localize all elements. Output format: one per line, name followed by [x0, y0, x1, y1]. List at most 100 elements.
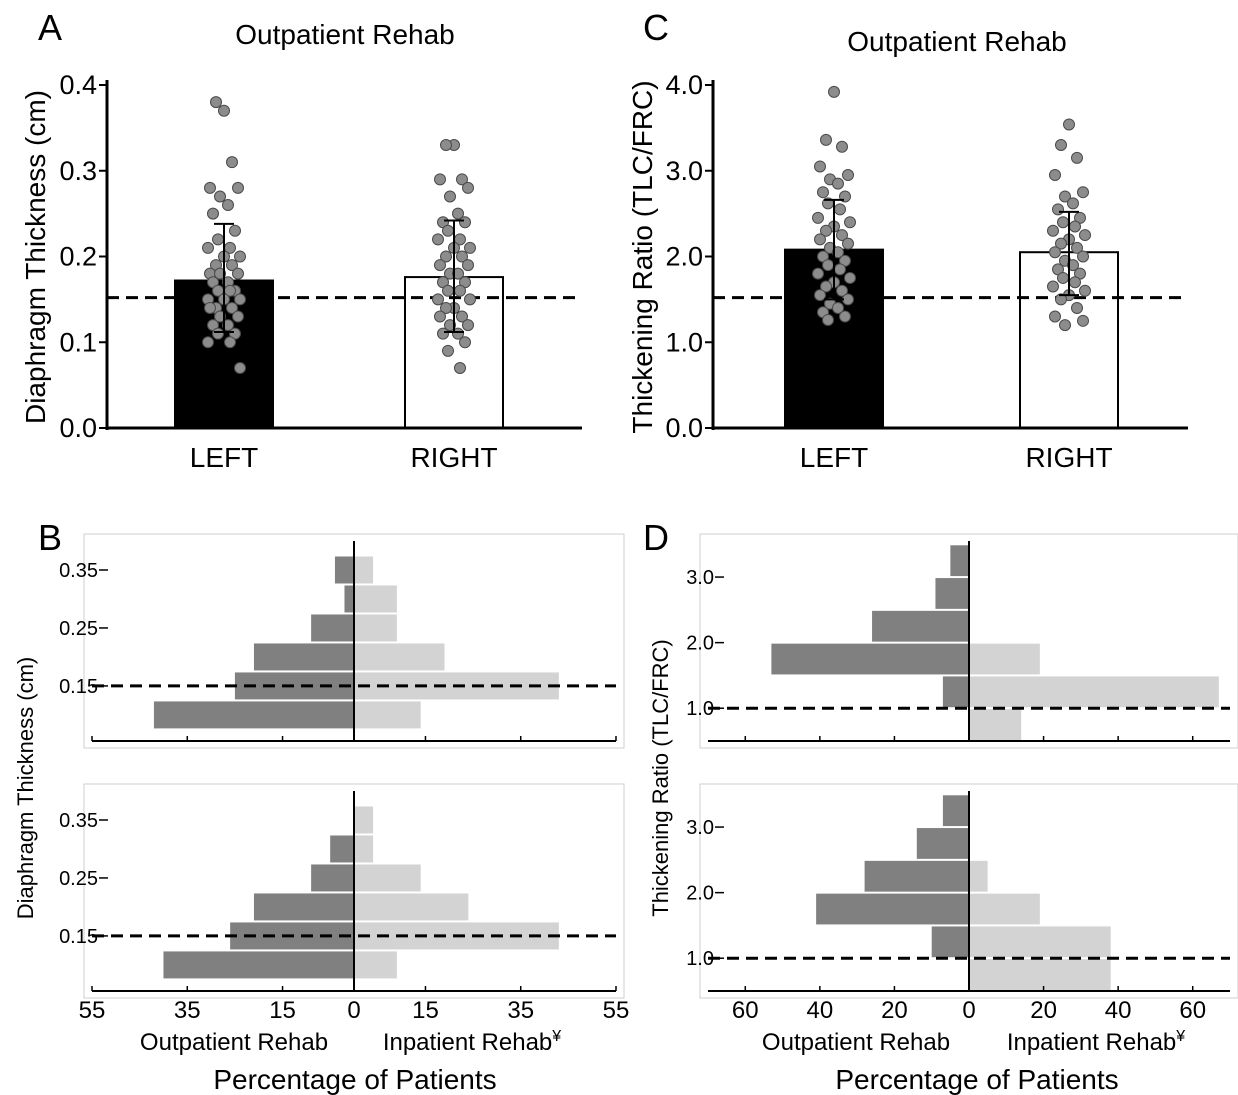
b-subplot-frame [83, 533, 625, 749]
d-outpatient-bar [950, 545, 969, 577]
d-ytick-label: 3.0 [686, 817, 714, 839]
c-data-point [1079, 284, 1091, 297]
d-xtick-label: 0 [962, 997, 975, 1024]
a-data-point [232, 310, 244, 323]
c-data-point [1055, 237, 1067, 250]
b-outpatient-bar [344, 585, 354, 613]
c-data-point [842, 237, 854, 250]
a-data-point [440, 250, 452, 263]
c-data-point [832, 177, 844, 190]
b-outpatient-bar [311, 614, 354, 642]
c-data-point [832, 301, 844, 314]
d-subplot-frame [699, 783, 1238, 999]
c-data-point [844, 216, 856, 229]
panel-b-right-label: Inpatient Rehab¥ [383, 1028, 561, 1056]
c-data-point [1079, 229, 1091, 242]
panel-b: B Diaphragm Thickness (cm) Outpatient Re… [13, 517, 629, 1095]
a-data-point [202, 336, 214, 349]
a-data-point [204, 301, 216, 314]
c-data-point [1063, 118, 1075, 131]
d-ytick-label: 1.0 [686, 698, 714, 720]
a-data-point [452, 207, 464, 220]
panel-a-letter: A [38, 7, 62, 48]
c-data-point [820, 224, 832, 237]
d-inpatient-bar [970, 643, 1040, 675]
b-outpatient-bar [253, 643, 354, 671]
a-data-point [442, 344, 454, 357]
d-outpatient-bar [931, 926, 969, 958]
panel-b-left-label: Outpatient Rehab [140, 1029, 328, 1056]
d-ytick-label: 2.0 [686, 883, 714, 905]
a-data-point [210, 96, 222, 109]
d-ytick-label: 2.0 [686, 633, 714, 655]
a-data-point [226, 301, 238, 314]
panel-d-right-label-sup: ¥ [1175, 1028, 1185, 1045]
d-inpatient-bar [970, 676, 1219, 708]
c-data-point [1069, 276, 1081, 289]
c-data-point [1057, 216, 1069, 229]
a-ytick-label: 0.1 [59, 327, 97, 357]
c-data-point [1071, 151, 1083, 164]
a-data-point [226, 259, 238, 272]
b-subplot-frame [83, 783, 625, 999]
c-data-point [844, 271, 856, 284]
d-outpatient-bar [916, 828, 969, 859]
b-inpatient-bar [355, 556, 374, 584]
b-inpatient-bar [355, 701, 421, 729]
c-data-point [842, 169, 854, 182]
b-inpatient-bar [355, 614, 397, 642]
panel-b-right-label-text: Inpatient Rehab [383, 1029, 552, 1056]
a-data-point [432, 233, 444, 246]
panel-d-right-label-text: Inpatient Rehab [1007, 1029, 1176, 1056]
a-data-point [452, 327, 464, 340]
b-inpatient-bar [355, 864, 421, 892]
b-inpatient-bar [355, 643, 445, 671]
b-inpatient-bar [355, 893, 469, 921]
b-outpatient-bar [163, 951, 354, 979]
a-data-point [212, 327, 224, 340]
panel-b-xlabel: Percentage of Patients [213, 1064, 496, 1095]
a-category-label: LEFT [190, 442, 258, 473]
c-category-label: RIGHT [1025, 442, 1112, 473]
d-inpatient-bar [970, 860, 988, 892]
a-data-point [234, 250, 246, 263]
a-data-point [204, 181, 216, 194]
b-outpatient-bar [334, 556, 354, 584]
c-data-point [1047, 224, 1059, 237]
c-data-point [1057, 271, 1069, 284]
panel-c: C Outpatient Rehab Thickening Ratio (TLC… [627, 7, 1188, 473]
b-xtick-label: 35 [174, 997, 201, 1024]
a-data-point [234, 293, 246, 306]
c-data-point [836, 284, 848, 297]
b-inpatient-bar [355, 806, 374, 834]
b-xtick-label: 15 [269, 997, 296, 1024]
c-data-point [814, 289, 826, 302]
b-outpatient-bar [153, 701, 354, 729]
c-data-point [1071, 241, 1083, 254]
a-data-point [437, 327, 449, 340]
a-data-point [214, 190, 226, 203]
c-ytick-label: 1.0 [665, 327, 703, 357]
c-data-point [812, 211, 824, 224]
c-ytick-label: 4.0 [665, 70, 703, 100]
c-data-point [1049, 169, 1061, 182]
a-data-point [459, 216, 471, 229]
a-data-point [462, 319, 474, 332]
panel-d-xlabel: Percentage of Patients [835, 1064, 1118, 1095]
b-xtick-label: 55 [79, 997, 106, 1024]
d-outpatient-bar [771, 643, 969, 675]
d-outpatient-bar [816, 893, 969, 925]
b-xtick-label: 35 [507, 997, 534, 1024]
a-data-point [459, 336, 471, 349]
d-xtick-label: 60 [1179, 997, 1206, 1024]
b-ytick-label: 0.15 [59, 676, 98, 698]
b-ytick-label: 0.25 [59, 868, 98, 890]
c-data-point [820, 280, 832, 293]
c-data-point [1067, 259, 1079, 272]
d-xtick-label: 20 [881, 997, 908, 1024]
c-data-point [812, 267, 824, 280]
c-data-point [822, 259, 834, 272]
a-data-point [456, 250, 468, 263]
a-data-point [229, 224, 241, 237]
